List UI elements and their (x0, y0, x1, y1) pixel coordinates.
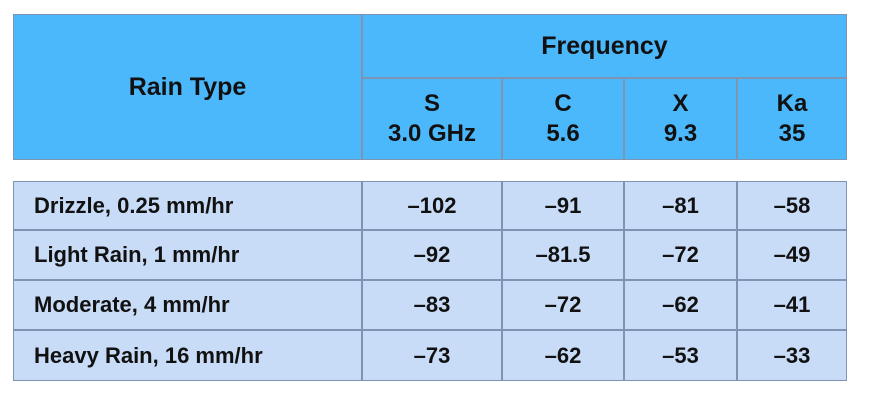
band-frequency: 35 (778, 120, 806, 147)
band-header: X 9.3 (624, 78, 737, 160)
attenuation-value: –91 (502, 181, 624, 230)
group-header: Frequency (362, 14, 847, 78)
attenuation-value: –49 (737, 230, 847, 280)
band-header: C 5.6 (502, 78, 624, 160)
rain-type: Moderate, 4 mm/hr (13, 280, 362, 330)
band-name: Ka (776, 90, 808, 117)
attenuation-value: –83 (362, 280, 502, 330)
attenuation-value: –33 (737, 330, 847, 381)
row-label-header: Rain Type (13, 14, 362, 160)
band-name: C (554, 90, 572, 117)
attenuation-value: –62 (502, 330, 624, 381)
attenuation-value: –58 (737, 181, 847, 230)
attenuation-value: –81.5 (502, 230, 624, 280)
band-frequency: 3.0 GHz (387, 120, 477, 147)
band-header: Ka 35 (737, 78, 847, 160)
rain-type: Light Rain, 1 mm/hr (13, 230, 362, 280)
attenuation-value: –62 (624, 280, 737, 330)
attenuation-value: –41 (737, 280, 847, 330)
rain-type: Heavy Rain, 16 mm/hr (13, 330, 362, 381)
attenuation-value: –73 (362, 330, 502, 381)
attenuation-value: –92 (362, 230, 502, 280)
band-frequency: 9.3 (663, 120, 698, 147)
attenuation-value: –72 (624, 230, 737, 280)
attenuation-value: –102 (362, 181, 502, 230)
attenuation-value: –53 (624, 330, 737, 381)
band-name: X (672, 90, 689, 117)
attenuation-value: –81 (624, 181, 737, 230)
band-frequency: 5.6 (546, 120, 580, 147)
band-name: S (423, 90, 440, 117)
attenuation-value: –72 (502, 280, 624, 330)
rain-type: Drizzle, 0.25 mm/hr (13, 181, 362, 230)
band-header: S 3.0 GHz (362, 78, 502, 160)
